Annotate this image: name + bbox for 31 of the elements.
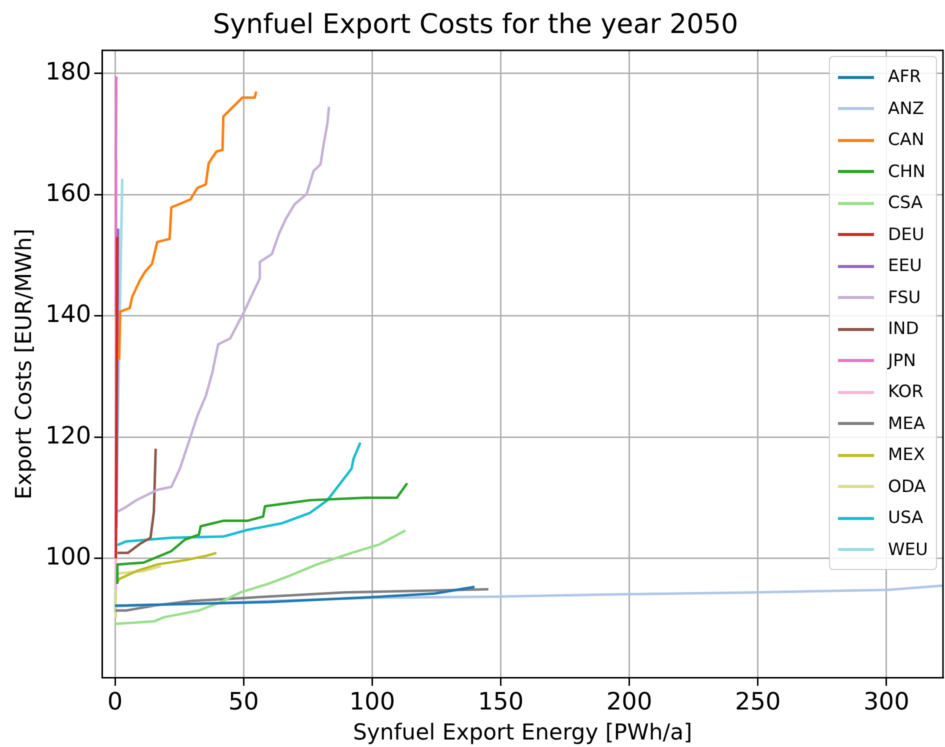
legend-label: USA: [888, 508, 924, 528]
legend-label: CHN: [888, 162, 926, 182]
y-tick-label: 180: [45, 58, 92, 86]
legend-label: WEU: [888, 540, 928, 560]
legend-label: CSA: [888, 193, 923, 214]
legend-label: ODA: [888, 476, 926, 497]
legend-label: JPN: [888, 350, 916, 371]
x-tick-label: 50: [228, 687, 259, 716]
legend-label: ANZ: [888, 98, 924, 119]
legend-label: EEU: [888, 256, 922, 276]
legend-label: AFR: [888, 67, 922, 88]
x-tick-label: 200: [606, 687, 652, 716]
x-tick-label: 100: [349, 687, 396, 716]
x-axis-title: Synfuel Export Energy [PWh/a]: [352, 720, 692, 746]
y-tick-label: 140: [45, 300, 92, 328]
legend-label: FSU: [888, 288, 921, 308]
x-tick-label: 150: [478, 687, 524, 716]
chart-title: Synfuel Export Costs for the year 2050: [212, 9, 738, 40]
x-tick-label: 250: [734, 687, 781, 716]
legend-label: DEU: [888, 224, 924, 245]
legend-label: IND: [888, 319, 919, 340]
y-tick-label: 160: [45, 178, 92, 207]
y-tick-label: 120: [45, 421, 92, 450]
y-tick-label: 100: [45, 542, 92, 571]
x-tick-label: 300: [864, 687, 910, 716]
legend-label: MEA: [888, 414, 926, 434]
legend-label: CAN: [888, 130, 924, 150]
legend-label: KOR: [888, 382, 924, 402]
y-axis-title: Export Costs [EUR/MWh]: [12, 228, 37, 500]
legend-label: MEX: [888, 445, 926, 466]
x-tick-label: 0: [107, 687, 123, 716]
